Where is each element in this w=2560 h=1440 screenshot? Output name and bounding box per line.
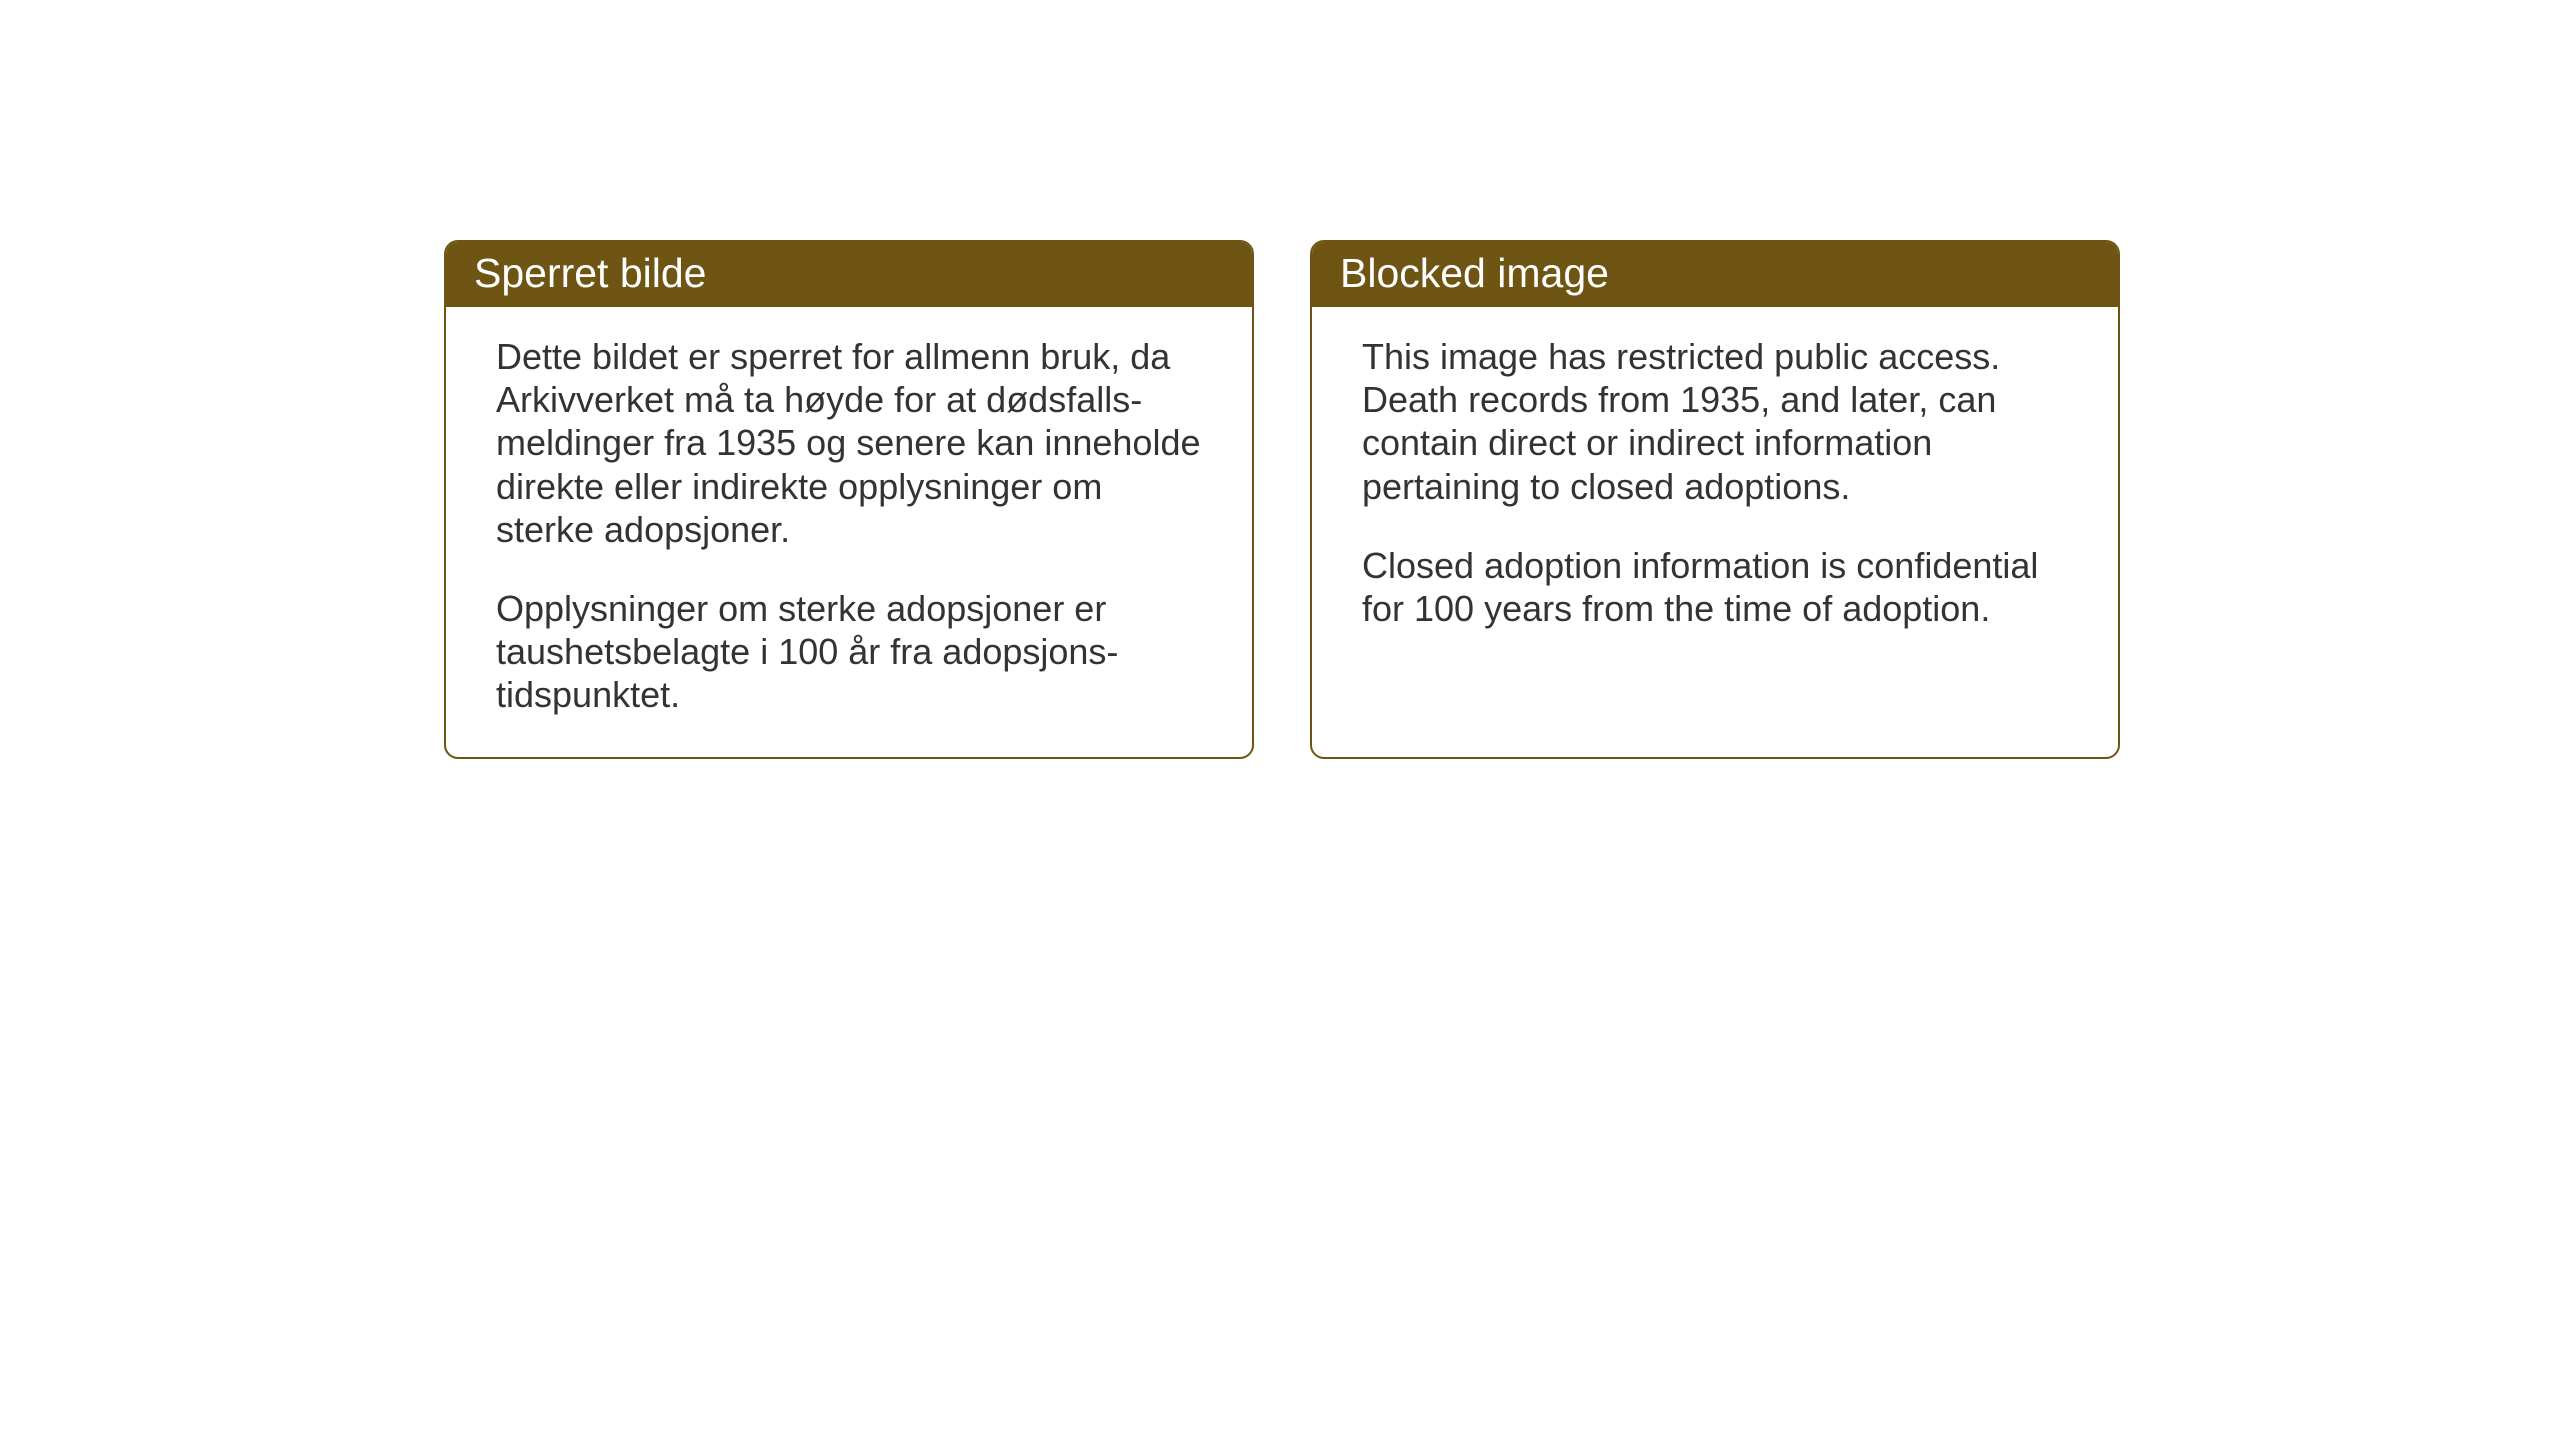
notice-cards-container: Sperret bilde Dette bildet er sperret fo… xyxy=(444,240,2120,759)
card-paragraph-1-english: This image has restricted public access.… xyxy=(1362,335,2068,508)
card-header-norwegian: Sperret bilde xyxy=(446,242,1252,307)
blocked-image-card-english: Blocked image This image has restricted … xyxy=(1310,240,2120,759)
card-paragraph-2-norwegian: Opplysninger om sterke adopsjoner er tau… xyxy=(496,587,1202,717)
blocked-image-card-norwegian: Sperret bilde Dette bildet er sperret fo… xyxy=(444,240,1254,759)
card-paragraph-1-norwegian: Dette bildet er sperret for allmenn bruk… xyxy=(496,335,1202,551)
card-paragraph-2-english: Closed adoption information is confident… xyxy=(1362,544,2068,630)
card-header-english: Blocked image xyxy=(1312,242,2118,307)
card-body-english: This image has restricted public access.… xyxy=(1312,307,2118,670)
card-body-norwegian: Dette bildet er sperret for allmenn bruk… xyxy=(446,307,1252,757)
